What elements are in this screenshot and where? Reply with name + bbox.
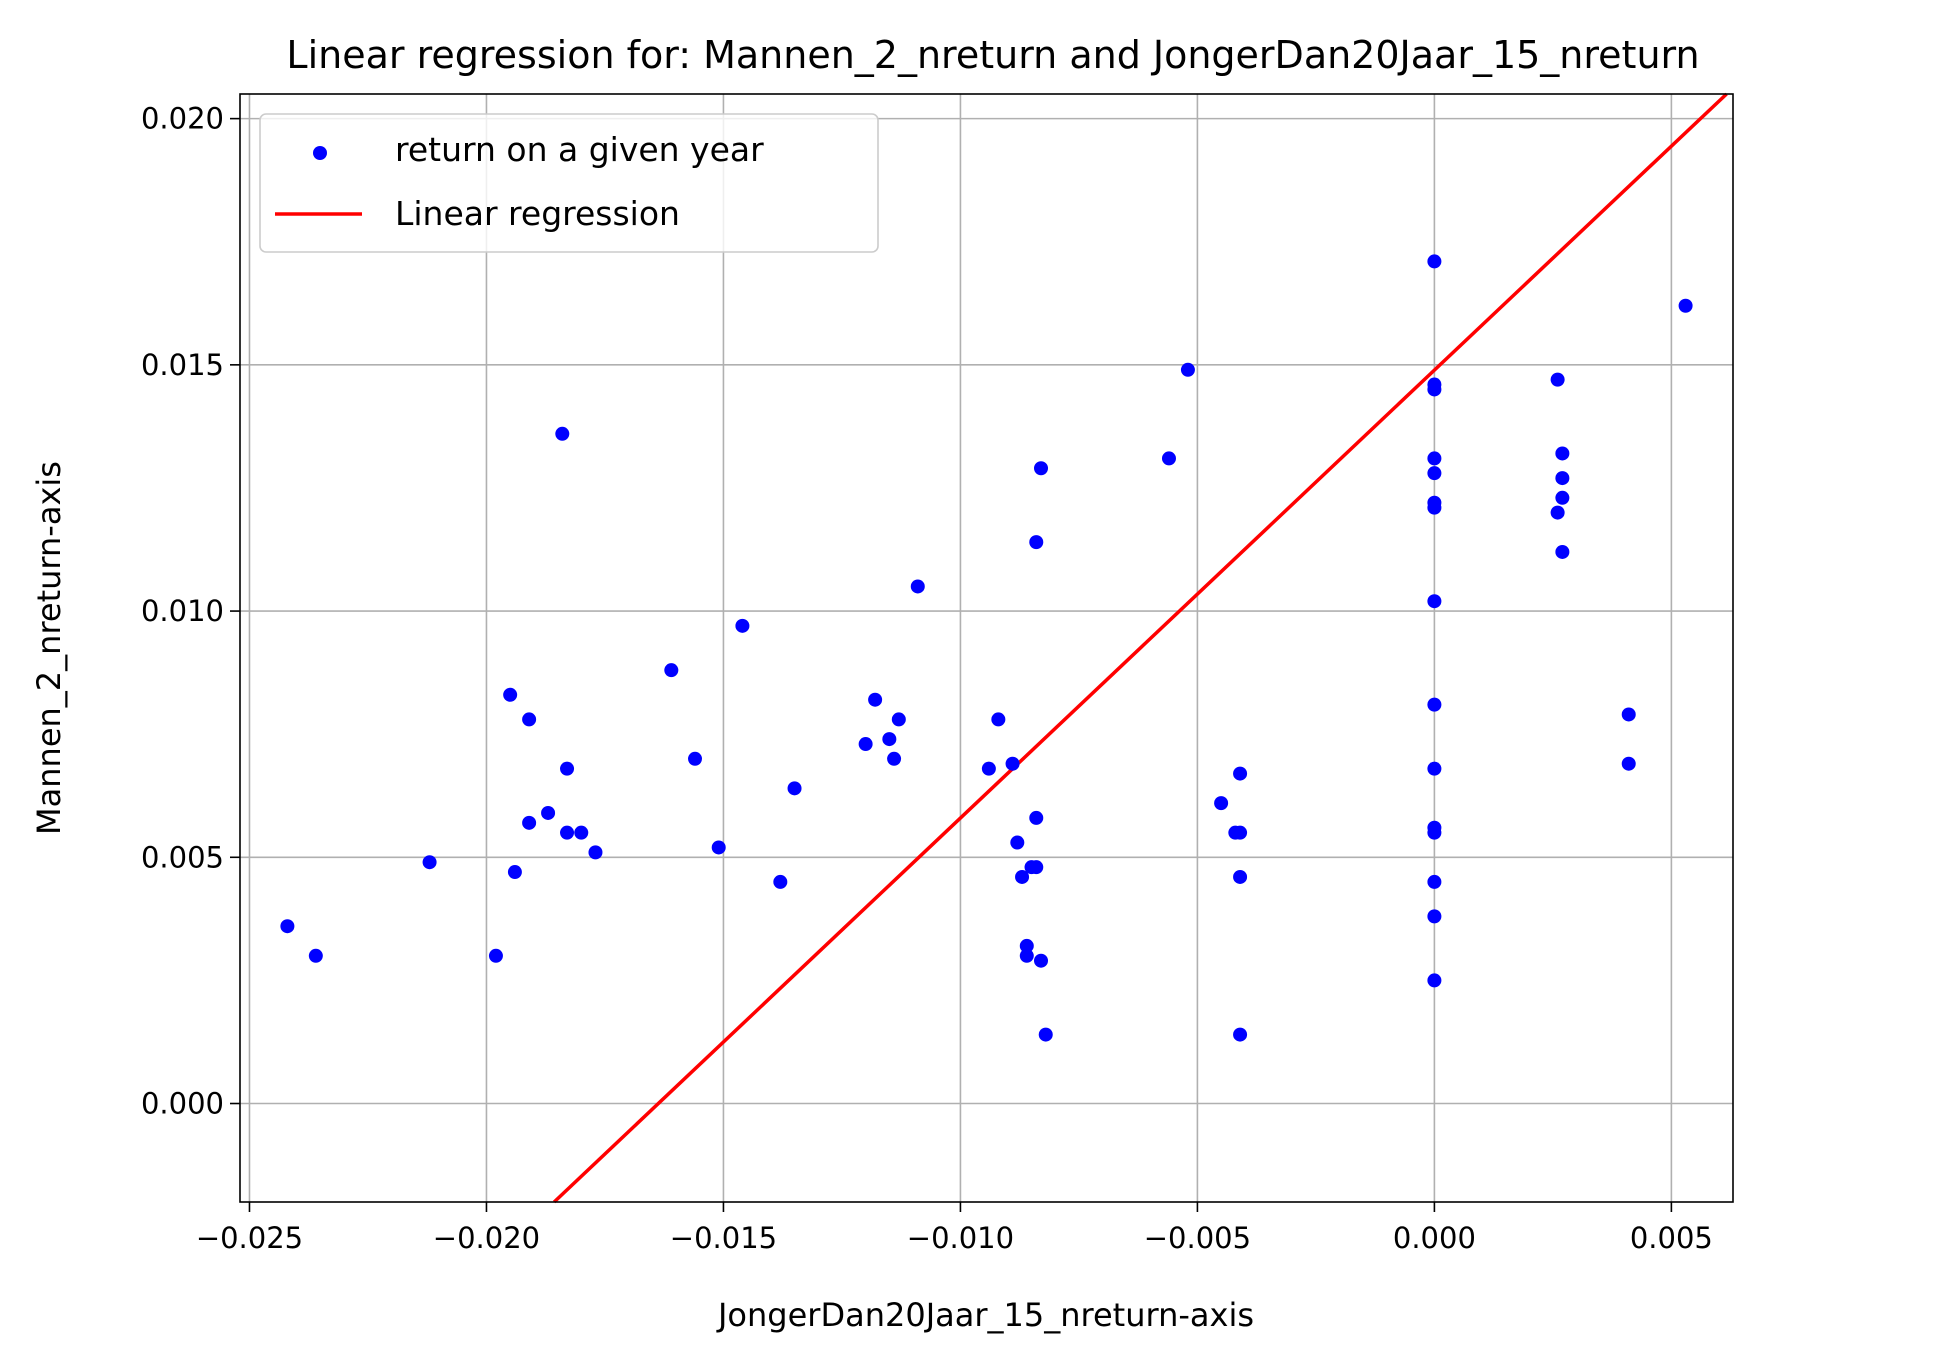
data-point [1427, 466, 1442, 481]
data-point [1427, 451, 1442, 466]
y-tick-label: 0.010 [141, 594, 224, 628]
y-tick-label: 0.020 [141, 102, 224, 136]
x-tick-label: −0.005 [1144, 1221, 1251, 1255]
data-point [882, 732, 897, 747]
legend-entry-line: Linear regression [395, 194, 680, 233]
data-point [891, 712, 906, 727]
y-tick-label: 0.015 [141, 348, 224, 382]
plot-frame [239, 93, 1734, 1203]
data-point [1180, 362, 1195, 377]
data-point [422, 855, 437, 870]
data-point [981, 761, 996, 776]
data-point [858, 737, 873, 752]
x-tick-label: −0.015 [670, 1221, 777, 1255]
x-tick-label: −0.025 [196, 1221, 303, 1255]
data-point [1233, 825, 1248, 840]
data-point [1161, 451, 1176, 466]
data-point [1427, 500, 1442, 515]
data-point [308, 948, 323, 963]
legend-scatter-marker [313, 146, 327, 160]
data-point [574, 825, 589, 840]
data-point [1038, 1027, 1053, 1042]
data-point [1427, 973, 1442, 988]
data-point [887, 751, 902, 766]
data-point [488, 948, 503, 963]
data-point [1550, 372, 1565, 387]
data-point [280, 919, 295, 934]
y-tick-label: 0.005 [141, 840, 224, 874]
regression-line [552, 92, 1728, 1204]
x-tick-label: −0.010 [907, 1221, 1014, 1255]
data-point [1427, 761, 1442, 776]
data-point [1550, 505, 1565, 520]
data-point [1019, 948, 1034, 963]
data-point [522, 712, 537, 727]
data-point [1555, 544, 1570, 559]
data-point [1214, 796, 1229, 811]
data-point [1029, 535, 1044, 550]
data-point [1233, 766, 1248, 781]
data-point [555, 426, 570, 441]
y-axis-ticks: 0.000 0.005 0.010 0.015 0.020 [141, 102, 240, 1121]
data-point [1678, 298, 1693, 313]
data-point [541, 805, 556, 820]
legend-box [259, 113, 879, 253]
x-tick-label: 0.000 [1393, 1221, 1476, 1255]
data-point [560, 825, 575, 840]
data-points [280, 254, 1693, 1042]
legend-entry-scatter: return on a given year [395, 130, 764, 169]
y-axis-label: Mannen_2_nreturn-axis [30, 461, 68, 835]
data-point [1555, 490, 1570, 505]
data-point [1621, 707, 1636, 722]
data-point [1010, 835, 1025, 850]
data-point [1555, 471, 1570, 486]
data-point [1427, 825, 1442, 840]
data-point [1427, 382, 1442, 397]
data-point [1555, 446, 1570, 461]
regression-line-group [552, 92, 1728, 1204]
data-point [1029, 860, 1044, 875]
data-point [1621, 756, 1636, 771]
data-point [1427, 874, 1442, 889]
data-point [910, 579, 925, 594]
data-point [522, 815, 537, 830]
data-point [1019, 938, 1034, 953]
data-point [1015, 869, 1030, 884]
data-point [735, 618, 750, 633]
x-tick-label: −0.020 [433, 1221, 540, 1255]
data-point [868, 692, 883, 707]
x-axis-label: JongerDan20Jaar_15_nreturn-axis [716, 1296, 1254, 1334]
legend: return on a given year Linear regression [259, 113, 879, 253]
data-point [507, 865, 522, 880]
data-point [664, 663, 679, 678]
data-point [1427, 254, 1442, 269]
grid-lines [240, 94, 1733, 1202]
x-axis-ticks: −0.025 −0.020 −0.015 −0.010 −0.005 0.000 0.005 [196, 1202, 1713, 1255]
data-point [991, 712, 1006, 727]
data-point [1029, 810, 1044, 825]
data-point [588, 845, 603, 860]
y-tick-label: 0.000 [141, 1087, 224, 1121]
data-point [503, 687, 518, 702]
data-point [1427, 909, 1442, 924]
data-point [1427, 697, 1442, 712]
data-point [1034, 461, 1049, 476]
data-point [1427, 594, 1442, 609]
data-point [1005, 756, 1020, 771]
data-point [1233, 869, 1248, 884]
data-point [1034, 953, 1049, 968]
chart-title: Linear regression for: Mannen_2_nreturn … [286, 33, 1699, 77]
data-point [1233, 1027, 1248, 1042]
data-point [560, 761, 575, 776]
x-tick-label: 0.005 [1630, 1221, 1713, 1255]
data-point [773, 874, 788, 889]
data-point [711, 840, 726, 855]
data-point [787, 781, 802, 796]
data-point [688, 751, 703, 766]
